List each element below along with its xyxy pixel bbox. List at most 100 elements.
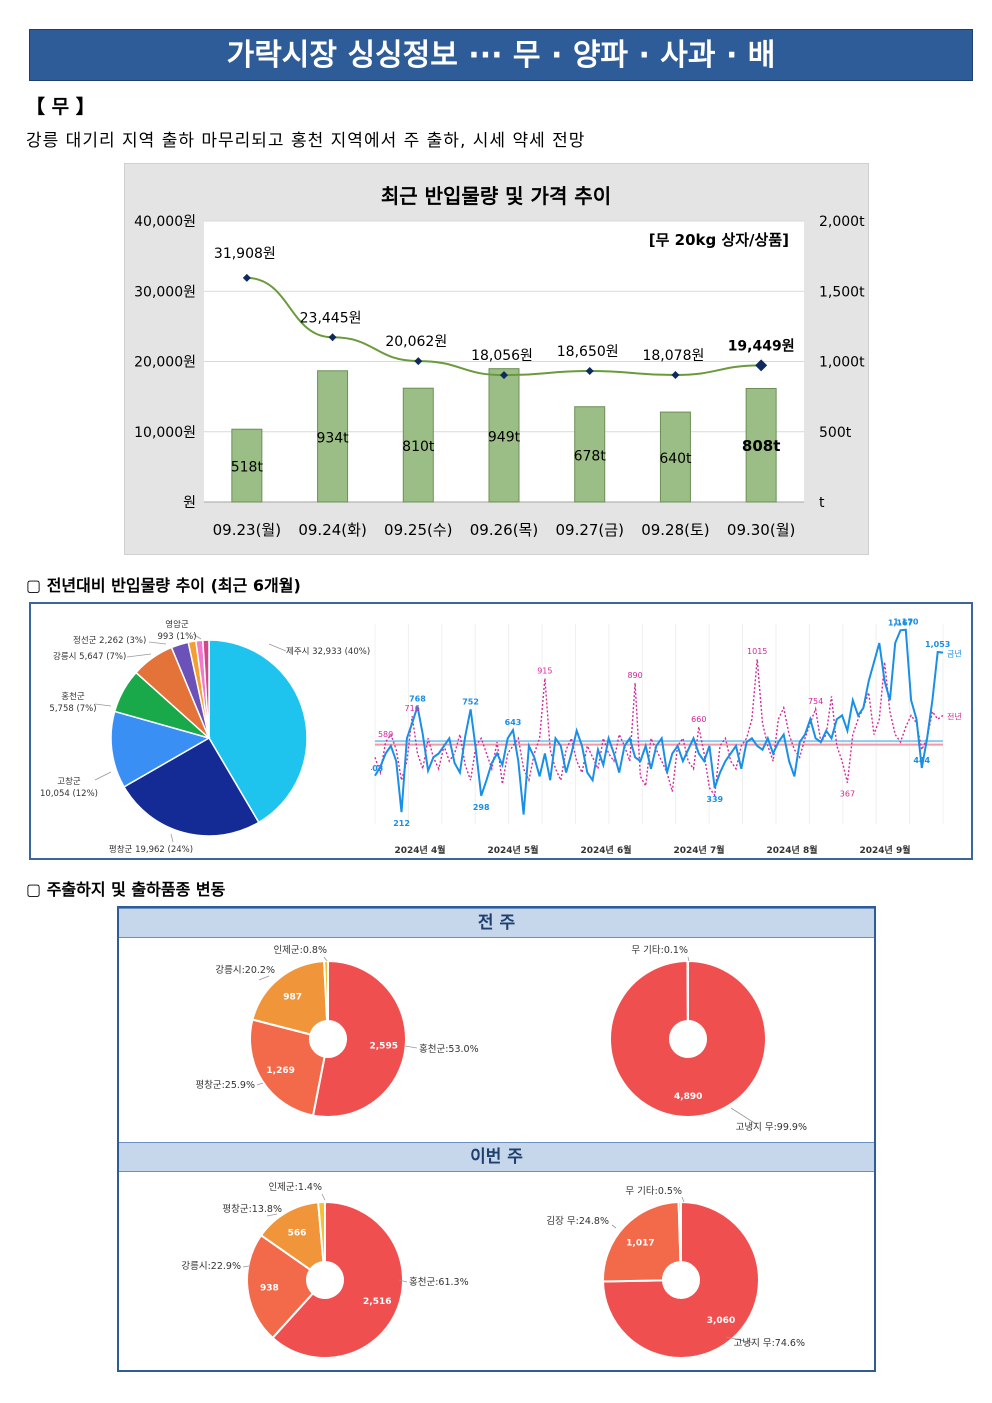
series-name-current: 금년	[947, 649, 962, 659]
pie-slice	[201, 639, 210, 739]
price-label: 20,062원	[385, 334, 447, 350]
data-label: 367	[840, 790, 855, 799]
unit-note: [무 20kg 상자/상품]	[649, 231, 789, 249]
price-label: 31,908원	[214, 246, 276, 262]
donut-slice	[259, 1201, 325, 1272]
leader-line	[170, 833, 174, 843]
donut-slice	[311, 959, 407, 1118]
leader-line	[687, 956, 690, 962]
y-left-tick: 40,000원	[134, 214, 196, 230]
bar-label: 810t	[402, 439, 435, 455]
volume-bar	[574, 406, 606, 503]
donut-category-label: 무 기타:0.5%	[625, 1186, 682, 1197]
donut-slice	[249, 1018, 326, 1117]
donut-slice	[323, 959, 329, 1023]
donut-slice	[677, 1200, 682, 1264]
price-marker	[242, 273, 251, 282]
leader-line	[323, 956, 328, 962]
pie-label: 정선군 2,262 (3%)	[73, 635, 146, 646]
data-label: 890	[627, 671, 642, 680]
price-marker	[671, 371, 680, 380]
pie-slice	[123, 736, 260, 837]
leader-line	[126, 653, 152, 658]
pie-label: 제주시 32,933 (40%)	[286, 647, 370, 657]
leader-line	[398, 1279, 408, 1283]
price-volume-chart: 최근 반입물량 및 가격 추이 40,000원 2,000t 30,000원 1,500…	[134, 184, 865, 539]
page-title-banner: 가락시장 싱싱정보 ··· 무 · 양파 · 사과 · 배	[29, 29, 973, 81]
band-last-week: 전 주	[119, 908, 874, 938]
price-label: 23,445원	[300, 310, 362, 326]
volume-bar	[317, 370, 349, 503]
y-right-tick: 2,000t	[819, 214, 865, 230]
price-label: 18,056원	[471, 348, 533, 364]
data-label: 339	[706, 795, 723, 804]
y-right-tick: 1,000t	[819, 355, 865, 371]
pie-label: 강릉시 5,647 (7%)	[53, 651, 126, 662]
chart-title: 최근 반입물량 및 가격 추이	[381, 184, 611, 208]
donut-value-label: 4,890	[674, 1092, 702, 1102]
x-tick-label: 09.28(토)	[641, 521, 709, 539]
leader-line	[268, 643, 287, 652]
x-tick-label: 2024년 4월	[394, 844, 445, 856]
x-tick-label: 2024년 5월	[487, 844, 538, 856]
donut-this-week-origin: 2,516 홍천군:61.3% 938 강릉시:22.9% 566 평창군:13.8% 인제…	[181, 1182, 469, 1359]
donut-value-label: 987	[283, 993, 302, 1003]
y-right-tick: 1,500t	[819, 284, 865, 300]
price-marker	[500, 371, 508, 380]
price-marker	[755, 359, 768, 372]
y-right-tick: 500t	[819, 425, 852, 441]
donut-last-week-variety: 4,890 고냉지 무:99.9% 무 기타:0.1%	[609, 945, 807, 1133]
data-label: 444	[913, 756, 930, 765]
volume-bar	[488, 368, 520, 503]
volume-bar	[231, 428, 263, 503]
donut-slice	[686, 959, 689, 1023]
bar-label: 518t	[231, 460, 264, 476]
x-tick-label: 09.30(월)	[727, 521, 795, 539]
donut-slice	[251, 960, 329, 1036]
pie-label: 993 (1%)	[157, 632, 196, 642]
pie-label: 10,054 (12%)	[40, 789, 98, 799]
pie-label: 고창군	[57, 777, 81, 787]
data-label: 752	[462, 697, 479, 706]
donut-this-week-variety: 3,060 고냉지 무:74.6% 1,017 김장 무:24.8% 무 기타:0.5%	[546, 1186, 805, 1359]
y-right-tick: t	[819, 495, 825, 511]
donut-value-label: 3,060	[707, 1316, 735, 1326]
leader-line	[256, 1082, 264, 1086]
volume-bar	[745, 387, 777, 503]
data-label: 1,053	[925, 640, 950, 649]
leader-line	[725, 1336, 755, 1344]
bar-label: 640t	[659, 451, 692, 467]
x-tick-label: 09.27(금)	[555, 521, 623, 539]
pie-label: 홍천군	[61, 691, 85, 702]
donut-value-label: 1,017	[626, 1238, 654, 1248]
donut-category-label: 고냉지 무:74.6%	[734, 1338, 805, 1349]
volume-bar	[402, 387, 434, 503]
donut-category-label: 평창군:25.9%	[195, 1080, 255, 1091]
data-label: 754	[808, 697, 823, 706]
leader-line	[611, 1224, 617, 1229]
donut-category-label: 무 기타:0.1%	[631, 945, 688, 956]
x-tick-label: 2024년 8월	[766, 844, 817, 856]
pie-label: 영암군	[165, 619, 189, 630]
bar-label: 678t	[574, 448, 607, 464]
leader-line	[404, 1045, 418, 1049]
donut-slice	[602, 1201, 682, 1283]
data-label: 643	[505, 718, 522, 727]
origin-share-pie-chart: 제주시 32,933 (40%) 평창군 19,962 (24%) 고창군 10,05…	[40, 619, 370, 855]
data-label: 915	[537, 666, 552, 675]
section2-heading: ▢ 전년대비 반입물량 추이 (최근 6개월)	[26, 576, 301, 595]
series-name-prev: 전년	[947, 711, 962, 721]
price-label: 19,449원	[728, 338, 795, 354]
donut-slice	[271, 1200, 404, 1359]
leader-line	[192, 633, 202, 640]
price-marker	[328, 333, 337, 342]
leader-line	[148, 641, 167, 645]
donut-value-label: 938	[260, 1283, 279, 1293]
donut-value-label: 2,595	[370, 1041, 398, 1051]
donut-category-label: 강릉시:20.2%	[215, 965, 275, 976]
section3-heading: ▢ 주출하지 및 출하품종 변동	[26, 880, 226, 899]
x-tick-label: 2024년 9월	[859, 844, 910, 856]
donut-slice	[317, 1200, 326, 1264]
pie-slice	[110, 710, 211, 788]
leader-line	[321, 1193, 326, 1201]
